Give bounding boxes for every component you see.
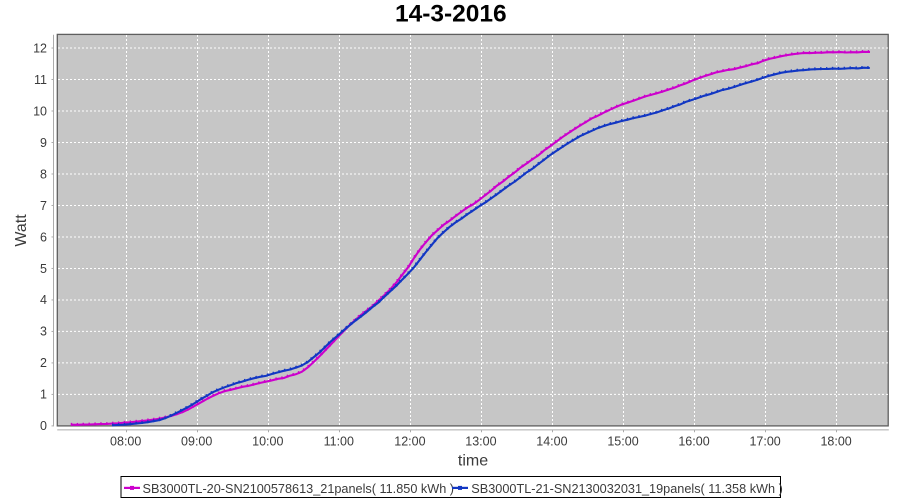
svg-text:08:00: 08:00 <box>110 435 141 449</box>
svg-text:8: 8 <box>40 167 47 181</box>
svg-text:16:00: 16:00 <box>678 435 709 449</box>
svg-text:10: 10 <box>33 104 47 118</box>
svg-text:5: 5 <box>40 262 47 276</box>
svg-text:Watt: Watt <box>13 214 30 247</box>
svg-text:18:00: 18:00 <box>820 435 851 449</box>
svg-text:09:00: 09:00 <box>181 435 212 449</box>
svg-text:11:00: 11:00 <box>324 435 354 449</box>
svg-text:14:00: 14:00 <box>536 435 567 449</box>
svg-text:SB3000TL-21-SN2130032031_19pan: SB3000TL-21-SN2130032031_19panels( 11.35… <box>471 482 783 496</box>
svg-text:time: time <box>458 452 488 469</box>
svg-text:12:00: 12:00 <box>394 435 425 449</box>
svg-text:10:00: 10:00 <box>252 435 283 449</box>
svg-text:1: 1 <box>40 388 47 402</box>
svg-text:2: 2 <box>40 356 47 370</box>
svg-text:17:00: 17:00 <box>749 435 780 449</box>
svg-text:0: 0 <box>40 419 47 433</box>
svg-text:7: 7 <box>40 199 47 213</box>
svg-text:4: 4 <box>40 293 47 307</box>
svg-text:11: 11 <box>34 73 47 87</box>
svg-text:3: 3 <box>40 325 47 339</box>
svg-text:9: 9 <box>40 136 47 150</box>
svg-text:12: 12 <box>33 41 47 55</box>
svg-text:13:00: 13:00 <box>465 435 496 449</box>
svg-text:14-3-2016: 14-3-2016 <box>395 0 507 27</box>
svg-text:6: 6 <box>40 230 47 244</box>
svg-text:15:00: 15:00 <box>607 435 638 449</box>
svg-text:SB3000TL-20-SN2100578613_21pan: SB3000TL-20-SN2100578613_21panels( 11.85… <box>143 482 455 496</box>
